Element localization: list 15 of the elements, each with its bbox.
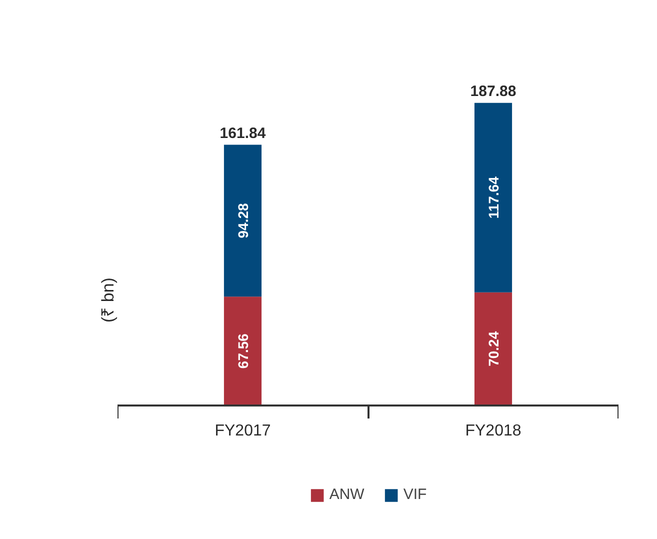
data-label: 94.28 [234, 202, 251, 238]
x-tick-label: FY2017 [214, 422, 271, 440]
legend-label: VIF [403, 486, 427, 503]
data-label: 67.56 [234, 333, 251, 369]
total-label: 187.88 [470, 82, 516, 100]
bar [474, 292, 512, 406]
bar [224, 144, 262, 297]
data-label: 70.24 [485, 331, 502, 366]
data-label: 117.64 [485, 176, 502, 219]
y-axis-title: (₹ bn) [98, 278, 118, 322]
legend-label: ANW [329, 486, 364, 503]
x-tick-label: FY2018 [465, 422, 522, 440]
bar [224, 296, 262, 406]
bar [474, 102, 512, 292]
total-label: 161.84 [220, 124, 266, 142]
